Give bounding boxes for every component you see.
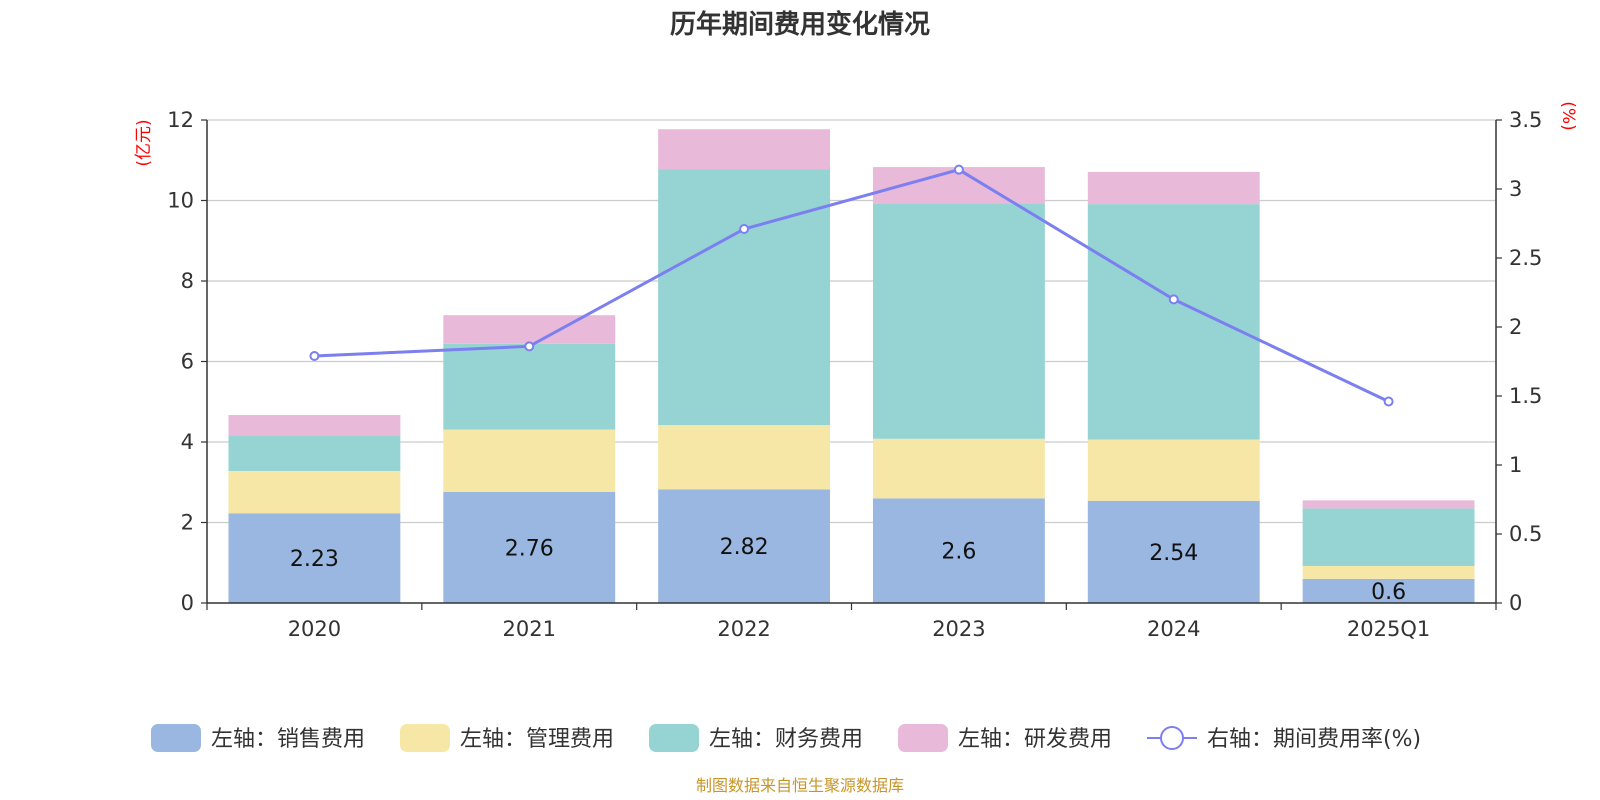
right-tick-label: 2.5 [1509, 246, 1542, 270]
left-tick-label: 0 [181, 591, 194, 615]
legend-label: 左轴：管理费用 [460, 727, 614, 752]
bar-segment [872, 203, 1045, 439]
right-tick-label: 0.5 [1509, 522, 1542, 546]
bar-data-label: 2.23 [290, 547, 339, 572]
bar-segment [1087, 439, 1260, 501]
bar-segment [228, 470, 401, 514]
legend-label: 左轴：财务费用 [709, 727, 863, 752]
bar-segment [658, 169, 831, 426]
legend-swatch [151, 724, 201, 752]
legend-swatch [649, 724, 699, 752]
legend-circle-swatch [1160, 726, 1184, 750]
bar-data-label: 2.6 [941, 540, 976, 565]
bars: 2.23 2.76 2.82 2.6 2.54 0.6 [228, 129, 1475, 605]
bar-segment [1302, 508, 1475, 566]
x-tick-label: 2023 [932, 617, 985, 641]
legend-label: 左轴：研发费用 [958, 727, 1112, 752]
rate-line-path [314, 168, 1390, 403]
left-tick-label: 12 [167, 108, 194, 132]
bar-segment [228, 415, 401, 436]
bar-data-label: 2.54 [1149, 541, 1198, 566]
left-tick-label: 4 [181, 430, 194, 454]
bar-segment [658, 425, 831, 490]
bar-segment [443, 491, 616, 603]
rate-point [953, 164, 964, 175]
bar-segment [1302, 500, 1475, 509]
legend-swatch [898, 724, 948, 752]
source-note: 制图数据来自恒生聚源数据库 [696, 776, 904, 795]
x-tick-label: 2021 [503, 617, 556, 641]
bar-segment [228, 513, 401, 603]
bar-data-label: 0.6 [1371, 580, 1406, 605]
bar-segment [228, 435, 401, 471]
rate-point [309, 350, 320, 361]
bar-segment [658, 129, 831, 170]
legend-swatch [400, 724, 450, 752]
bar-segment [1302, 578, 1475, 603]
bar-segment [443, 429, 616, 492]
left-tick-label: 6 [181, 350, 194, 374]
x-tick-label: 2022 [717, 617, 770, 641]
bar-segment [1087, 500, 1260, 603]
x-tick-label: 2024 [1147, 617, 1200, 641]
x-tick-label: 2025Q1 [1347, 617, 1430, 641]
left-tick-label: 8 [181, 269, 194, 293]
right-tick-label: 0 [1509, 591, 1522, 615]
x-tick-label: 2020 [288, 617, 341, 641]
rate-point [1383, 396, 1394, 407]
right-tick-label: 3 [1509, 177, 1522, 201]
bar-segment [443, 343, 616, 430]
bar-segment [658, 489, 831, 603]
rate-line [309, 164, 1394, 407]
right-axis-unit: (%) [1558, 101, 1578, 130]
rate-point [524, 341, 535, 352]
legend: 左轴：销售费用 左轴：管理费用 左轴：财务费用 左轴：研发费用 右轴：期间费用率(%) [151, 724, 1421, 752]
right-tick-label: 3.5 [1509, 108, 1542, 132]
left-tick-label: 10 [167, 189, 194, 213]
bar-segment [872, 498, 1045, 603]
bar-segment [872, 438, 1045, 499]
bar-data-label: 2.76 [505, 536, 554, 561]
legend-label: 左轴：销售费用 [211, 727, 365, 752]
bar-segment [1087, 171, 1260, 205]
axes: 0 2 4 6 8 10 12 0 0.5 1 1.5 2 2.5 3 3.5 2020 2021 2022 202… [167, 108, 1542, 641]
bar-data-label: 2.82 [720, 535, 769, 560]
right-tick-label: 1 [1509, 453, 1522, 477]
bar-segment [443, 315, 616, 344]
rate-point [1168, 294, 1179, 305]
rate-point [739, 224, 750, 235]
left-tick-label: 2 [181, 511, 194, 535]
legend-label: 右轴：期间费用率(%) [1207, 727, 1421, 752]
bar-segment [1302, 565, 1475, 579]
bar-segment [1087, 204, 1260, 440]
right-tick-label: 1.5 [1509, 384, 1542, 408]
chart-title: 历年期间费用变化情况 [670, 9, 930, 40]
right-tick-label: 2 [1509, 315, 1522, 339]
left-axis-unit: (亿元) [134, 119, 154, 166]
